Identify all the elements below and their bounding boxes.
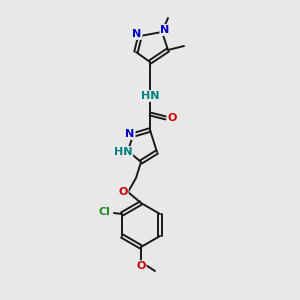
Text: Cl: Cl bbox=[98, 207, 110, 217]
Text: O: O bbox=[167, 113, 177, 123]
Text: N: N bbox=[160, 25, 169, 35]
Text: O: O bbox=[118, 187, 128, 197]
Text: N: N bbox=[125, 129, 135, 139]
Text: HN: HN bbox=[114, 147, 132, 157]
Text: HN: HN bbox=[141, 91, 159, 101]
Text: N: N bbox=[132, 29, 142, 39]
Text: O: O bbox=[136, 261, 146, 271]
